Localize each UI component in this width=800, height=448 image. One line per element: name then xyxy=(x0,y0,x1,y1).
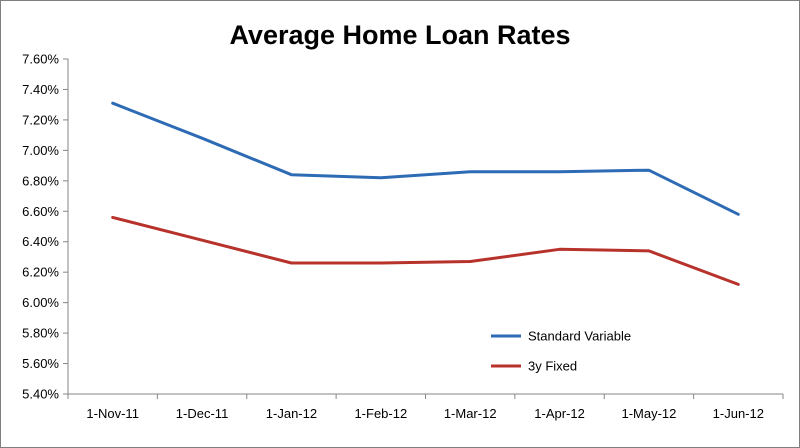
x-tick-label: 1-Dec-11 xyxy=(176,406,229,421)
series-line-0 xyxy=(111,101,740,216)
y-tick-label: 7.20% xyxy=(22,112,59,127)
y-tick-label: 6.00% xyxy=(22,295,59,310)
series-line-1 xyxy=(111,215,740,286)
y-tick-label: 6.40% xyxy=(22,234,59,249)
chart-title: Average Home Loan Rates xyxy=(229,20,570,50)
x-tick-label: 1-Apr-12 xyxy=(534,406,585,421)
y-tick-label: 6.60% xyxy=(22,204,59,219)
legend-label: Standard Variable xyxy=(528,329,631,344)
y-tick-label: 7.00% xyxy=(22,143,59,158)
y-tick-label: 6.80% xyxy=(22,173,59,188)
x-tick-label: 1-May-12 xyxy=(621,406,676,421)
x-tick-label: 1-Jan-12 xyxy=(266,406,317,421)
x-tick-label: 1-Nov-11 xyxy=(86,406,139,421)
x-axis-ticks: 1-Nov-11 1-Dec-11 1-Jan-12 1-Feb-12 1-Mar-12… xyxy=(67,394,784,421)
y-tick-label: 5.40% xyxy=(22,387,59,402)
y-tick-label: 7.40% xyxy=(22,82,59,97)
y-tick-label: 5.60% xyxy=(22,356,59,371)
series-lines xyxy=(111,101,740,286)
y-tick-label: 5.80% xyxy=(22,326,59,341)
legend: Standard Variable 3y Fixed xyxy=(491,329,631,374)
y-axis-ticks: 5.40% 5.60% 5.80% 6.00% 6.20% 6.40% 6.60% 6.80%… xyxy=(22,52,68,402)
legend-label: 3y Fixed xyxy=(528,359,577,374)
x-tick-label: 1-Mar-12 xyxy=(444,406,497,421)
y-tick-label: 6.20% xyxy=(22,265,59,280)
x-tick-label: 1-Jun-12 xyxy=(713,406,764,421)
y-tick-label: 7.60% xyxy=(22,52,59,67)
x-tick-label: 1-Feb-12 xyxy=(354,406,407,421)
